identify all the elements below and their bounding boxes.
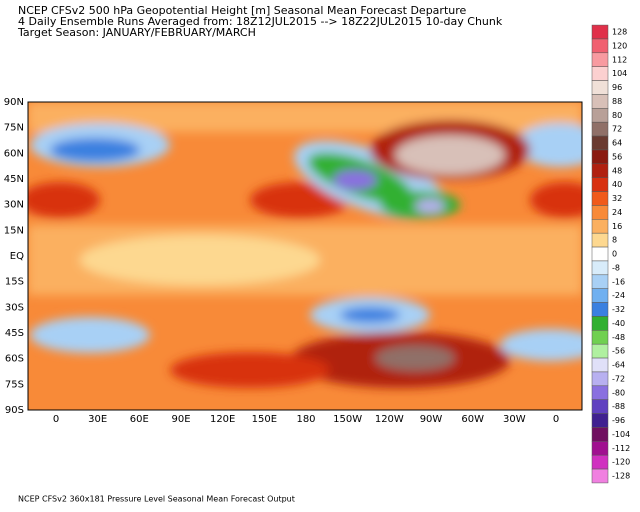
colorbar-label: -120 [612,458,630,467]
colorbar-label: 32 [612,194,622,203]
title-line: NCEP CFSv2 500 hPa Geopotential Height [… [18,4,467,17]
colorbar-label: 88 [612,97,622,106]
lon-label: 90W [420,414,443,425]
colorbar-label: 96 [612,83,622,92]
colorbar-label: 56 [612,152,622,161]
lon-label: 30W [503,414,526,425]
lon-label: 0 [553,414,559,425]
lon-label: 150E [252,414,277,425]
colorbar-box [591,246,609,262]
colorbar-label: -88 [612,402,625,411]
title-line: 4 Daily Ensemble Runs Averaged from: 18Z… [18,15,503,28]
colorbar-box [591,232,609,248]
colorbar-box [591,399,609,414]
colorbar-label: 72 [612,125,622,134]
colorbar-box [591,191,609,206]
lat-label: 15S [5,277,24,288]
lat-label: 90N [4,97,24,108]
lat-label: 60S [5,354,24,365]
colorbar-label: -104 [612,430,630,439]
lon-label: 120W [375,414,404,425]
colorbar-label: 120 [612,41,627,50]
lon-label: 30E [88,414,107,425]
lat-label: 60N [4,148,24,159]
colorbar-label: -40 [612,319,625,328]
colorbar-box [591,205,609,220]
lat-label: 90S [5,405,24,416]
colorbar-box [591,330,609,345]
colorbar-label: -64 [612,361,625,370]
lat-label: 15N [4,225,24,236]
lon-label: 90E [171,414,190,425]
colorbar-box [591,38,609,54]
colorbar-box [591,52,609,67]
colorbar-label: 104 [612,69,627,78]
colorbar-label: 128 [612,28,627,37]
colorbar-box [591,302,609,317]
lat-label: 30S [5,302,24,313]
lat-label: 45N [4,174,24,185]
map-frame [27,101,583,411]
colorbar-label: -80 [612,388,625,397]
colorbar-box [591,80,609,95]
colorbar-box [591,468,609,484]
colorbar-label: 40 [612,180,622,189]
colorbar-box [591,371,609,387]
lat-label: 45S [5,328,24,339]
colorbar-label: -96 [612,416,625,425]
colorbar-box [591,441,609,456]
colorbar-box [591,385,609,400]
colorbar-label: -72 [612,374,625,383]
colorbar-label: -48 [612,333,625,342]
colorbar-box [591,24,609,40]
colorbar-label: -112 [612,444,630,453]
colorbar-box [591,219,609,234]
colorbar-label: 80 [612,111,622,120]
colorbar-label: -32 [612,305,625,314]
colorbar-box [591,135,609,151]
lon-label: 60E [130,414,149,425]
lat-label: 75S [5,379,24,390]
colorbar-box [591,454,609,470]
colorbar-label: 24 [612,208,622,217]
colorbar-label: 16 [612,222,622,231]
colorbar-label: -56 [612,347,625,356]
colorbar-box [591,288,609,303]
lon-label: 0 [53,414,59,425]
colorbar-label: -16 [612,277,625,286]
lon-label: 150W [333,414,362,425]
colorbar-box [591,121,609,137]
colorbar-box [591,413,609,428]
colorbar-box [591,427,609,442]
colorbar-box [591,66,609,81]
colorbar-label: 112 [612,55,627,64]
colorbar-label: 64 [612,139,622,148]
colorbar-box [591,177,609,192]
colorbar-box [591,94,609,109]
lon-label: 120E [210,414,235,425]
colorbar-box [591,357,609,373]
lon-label: 60W [461,414,484,425]
colorbar-label: -24 [612,291,625,300]
colorbar-label: -128 [612,472,630,481]
colorbar-label: -8 [612,263,620,272]
lon-label: 180 [296,414,315,425]
footer: NCEP CFSv2 360x181 Pressure Level Season… [18,495,295,504]
colorbar-box [591,343,609,359]
colorbar-box [591,274,609,289]
colorbar-box [591,260,609,276]
colorbar-box [591,316,609,331]
field [28,102,582,410]
lat-label: 30N [4,200,24,211]
title-line: Target Season: JANUARY/FEBRUARY/MARCH [17,26,256,39]
colorbar-label: 0 [612,250,617,259]
lat-label: 75N [4,123,24,134]
colorbar-box [591,108,609,123]
colorbar-label: 48 [612,166,622,175]
lat-label: EQ [10,251,24,262]
colorbar-label: 8 [612,236,617,245]
colorbar-box [591,163,609,178]
colorbar-box [591,149,609,165]
